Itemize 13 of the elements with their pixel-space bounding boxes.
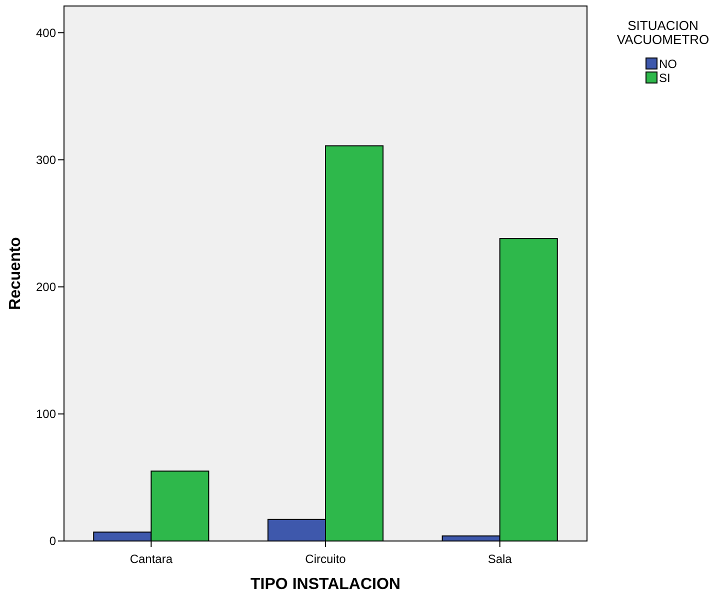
- x-tick-label: Sala: [488, 552, 512, 566]
- x-tick-label: Cantara: [130, 552, 173, 566]
- y-tick-label: 0: [49, 534, 56, 548]
- y-tick-label: 400: [36, 26, 56, 40]
- y-tick-label: 100: [36, 407, 56, 422]
- legend-label: SI: [659, 71, 670, 85]
- x-tick-label: Circuito: [305, 552, 346, 566]
- y-tick-label: 300: [36, 152, 56, 167]
- y-axis-title: Recuento: [7, 236, 24, 310]
- y-tick-label: 200: [36, 280, 56, 294]
- legend-label: NO: [659, 57, 677, 71]
- legend-title: SITUACION VACUOMETRO: [616, 18, 710, 47]
- x-axis-title: TIPO INSTALACION: [250, 576, 400, 593]
